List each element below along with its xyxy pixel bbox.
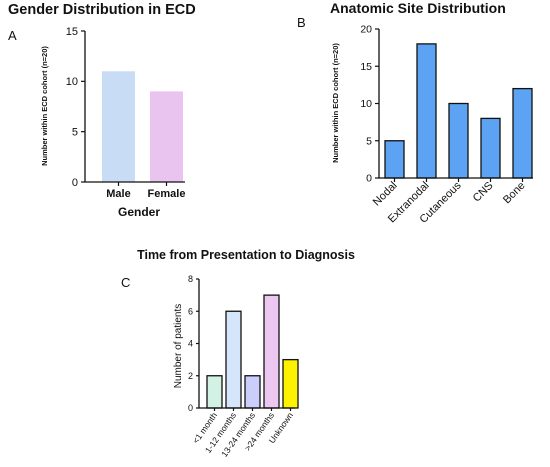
site-bar-extranodal	[416, 43, 437, 179]
diagnosis-time-bar-24-months	[263, 294, 280, 409]
diagnosis-time-bar-13-24-months	[244, 375, 261, 409]
gender-bar-male	[102, 71, 135, 182]
diagnosis-time-chart: Time from Presentation to Diagnosis Numb…	[137, 248, 355, 459]
diagnosis-time-ytick-label: 4	[188, 339, 193, 349]
diagnosis-time-chart-axes	[198, 279, 295, 409]
site-bar-cutaneous	[448, 102, 469, 179]
gender-ytick-label: 15	[66, 26, 78, 38]
site-ytick-label: 5	[366, 135, 372, 147]
gender-chart-axes	[84, 31, 185, 183]
diagnosis-time-bar-unknown	[282, 358, 299, 409]
site-chart-axes	[378, 29, 533, 179]
site-chart-title: Anatomic Site Distribution	[330, 0, 506, 16]
gender-chart-title: Gender Distribution in ECD	[8, 2, 196, 18]
gender-chart-xlabel: Gender	[118, 205, 160, 219]
gender-chart: Gender Distribution in ECD Number within…	[8, 2, 196, 219]
diagnosis-time-ytick-label: 8	[188, 274, 193, 284]
site-bar-bone	[512, 87, 533, 179]
gender-chart-ylabel: Number within ECD cohort (n=20)	[40, 46, 49, 166]
gender-xlabel-female: Female	[148, 188, 186, 200]
diagnosis-time-ytick-label: 0	[188, 403, 193, 413]
site-chart-ylabel: Number within ECD cohort (n=20)	[331, 43, 340, 163]
site-xlabel-nodal: Nodal	[371, 180, 400, 209]
site-ytick-label: 15	[360, 61, 372, 73]
site-bar-nodal	[384, 140, 405, 179]
diagnosis-time-ytick-label: 2	[188, 371, 193, 381]
panel-letter-a: A	[8, 28, 17, 43]
site-xlabel-bone: Bone	[501, 180, 528, 207]
site-bar-cns	[480, 117, 501, 179]
site-ytick-label: 10	[360, 98, 372, 110]
site-ytick-label: 0	[366, 173, 372, 185]
site-ytick-label: 20	[360, 24, 372, 36]
gender-ytick-label: 0	[72, 177, 78, 189]
site-xlabel-cns: CNS	[471, 180, 496, 205]
diagnosis-time-chart-title: Time from Presentation to Diagnosis	[137, 248, 355, 262]
panel-letter-b: B	[297, 15, 306, 30]
gender-ytick-label: 10	[66, 76, 78, 88]
site-chart: Anatomic Site Distribution Number within…	[330, 0, 533, 226]
diagnosis-time-bar-1-month	[206, 375, 223, 409]
diagnosis-time-bar-1-12-months	[225, 310, 242, 409]
gender-bar-female	[150, 91, 183, 182]
panel-letter-c: C	[121, 275, 130, 290]
diagnosis-time-ytick-label: 6	[188, 306, 193, 316]
gender-ytick-label: 5	[72, 127, 78, 139]
gender-xlabel-male: Male	[106, 188, 130, 200]
diagnosis-time-chart-ylabel: Number of patients	[173, 304, 184, 389]
